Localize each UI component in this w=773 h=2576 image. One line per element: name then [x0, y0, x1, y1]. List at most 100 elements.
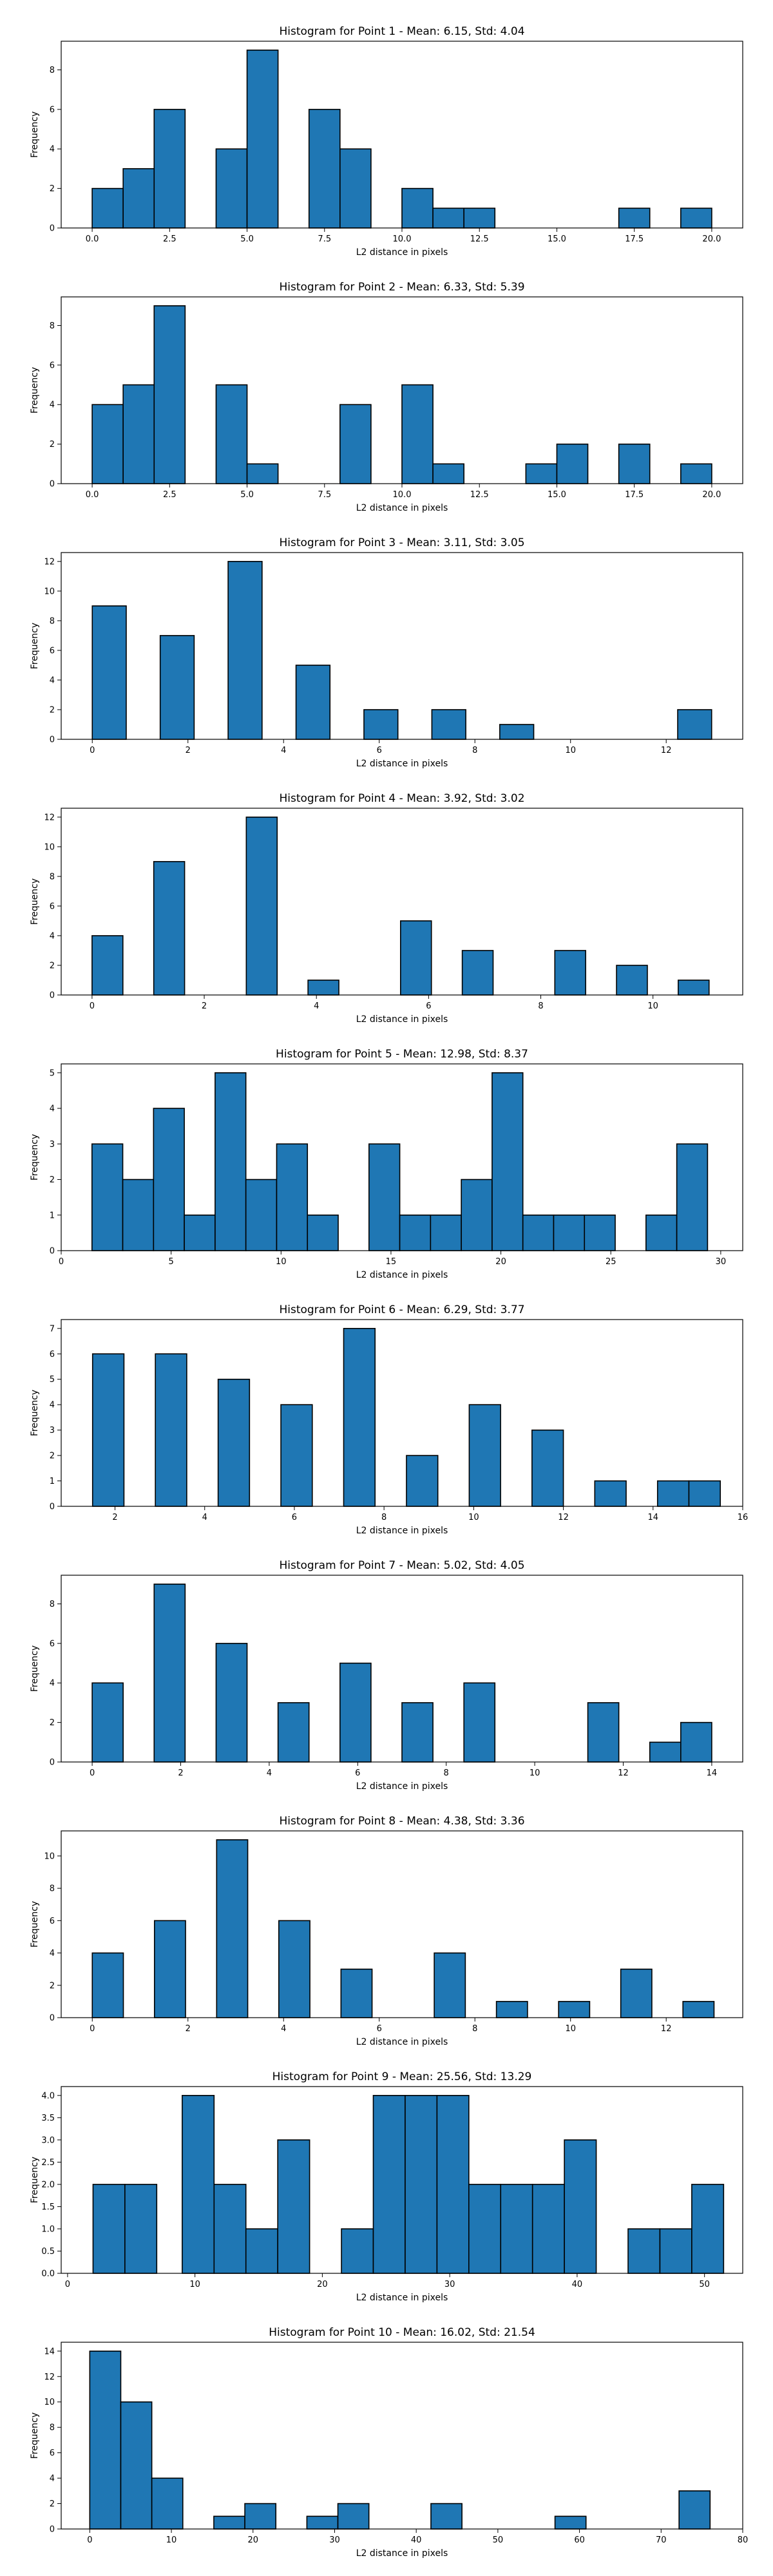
- y-tick-label: 0.5: [41, 2247, 55, 2257]
- y-tick-label: 0: [50, 991, 55, 1001]
- y-tick-label: 4: [50, 1104, 55, 1114]
- histogram-bar: [406, 1455, 439, 1507]
- plot-frame: [61, 2342, 743, 2530]
- histogram-bar: [277, 2139, 310, 2274]
- histogram-bar: [587, 1702, 620, 1763]
- y-tick-label: 4: [50, 2474, 55, 2484]
- histogram-bar: [91, 1353, 125, 1507]
- x-axis-label: L2 distance in pixels: [356, 1270, 448, 1280]
- histogram-bar: [618, 207, 651, 229]
- y-tick-label: 6: [50, 2448, 55, 2458]
- histogram-bar: [401, 1702, 434, 1763]
- histogram-bar: [461, 950, 494, 996]
- histogram-bar: [554, 2515, 587, 2530]
- histogram-panel-10: Histogram for Point 10 - Mean: 16.02, St…: [30, 2326, 748, 2559]
- histogram-bar: [153, 1920, 186, 2018]
- histogram-bar: [680, 463, 712, 484]
- y-tick-label: 4: [50, 931, 55, 941]
- histogram-bar: [246, 50, 279, 229]
- histogram-bar: [153, 1584, 186, 1763]
- x-axis-label: L2 distance in pixels: [356, 1781, 448, 1792]
- y-tick-label: 10: [44, 2398, 55, 2407]
- histogram-bar: [89, 2351, 122, 2530]
- x-tick-label: 8: [472, 746, 477, 755]
- x-tick-label: 0.0: [86, 490, 99, 500]
- x-tick-label: 16: [738, 1513, 749, 1522]
- y-tick-label: 10: [44, 842, 55, 852]
- y-tick-label: 6: [50, 1350, 55, 1359]
- x-tick-label: 6: [426, 1001, 431, 1011]
- histogram-bar: [277, 1702, 310, 1763]
- histogram-bar: [495, 2001, 528, 2018]
- histogram-bar: [159, 635, 195, 740]
- x-tick-label: 0: [90, 1768, 95, 1778]
- y-tick-label: 14: [44, 2347, 55, 2356]
- histogram-bar: [153, 1108, 185, 1251]
- y-tick-label: 0: [50, 2014, 55, 2023]
- histogram-bar: [91, 1143, 124, 1251]
- histogram-bar: [91, 1952, 124, 2018]
- y-tick-label: 1: [50, 1477, 55, 1486]
- histogram-bar: [295, 665, 331, 740]
- y-tick-label: 4.0: [41, 2091, 55, 2101]
- histogram-bar: [153, 861, 186, 996]
- histogram-bar: [151, 2477, 184, 2530]
- histogram-bar: [432, 207, 464, 229]
- histogram-bar: [680, 207, 712, 229]
- plot-frame: [61, 552, 743, 740]
- y-tick-label: 0: [50, 224, 55, 234]
- y-tick-label: 2: [50, 1981, 55, 1991]
- x-tick-label: 5.0: [240, 490, 254, 500]
- histogram-bar: [399, 1214, 432, 1251]
- x-tick-label: 10.0: [393, 234, 412, 244]
- y-tick-label: 8: [50, 1884, 55, 1894]
- x-tick-label: 10: [647, 1001, 658, 1011]
- x-axis-label: L2 distance in pixels: [356, 2037, 448, 2047]
- plot-frame: [61, 1063, 743, 1251]
- histogram-bar: [594, 1480, 627, 1507]
- histogram-bar: [564, 2139, 597, 2274]
- x-tick-label: 0: [90, 1001, 95, 1011]
- histogram-bar: [680, 1721, 712, 1763]
- histogram-bar: [122, 168, 155, 229]
- histogram-bar: [372, 2095, 406, 2274]
- x-tick-label: 50: [699, 2280, 710, 2289]
- y-tick-label: 10: [44, 587, 55, 596]
- histogram-bar: [153, 109, 186, 229]
- histogram-bar: [525, 463, 558, 484]
- x-tick-label: 2.5: [163, 490, 177, 500]
- chart-title: Histogram for Point 7 - Mean: 5.02, Std:…: [279, 1559, 524, 1572]
- x-tick-label: 0: [90, 2024, 95, 2034]
- y-tick-label: 6: [50, 1639, 55, 1649]
- histogram-bar: [245, 817, 278, 996]
- histogram-bar: [463, 1682, 496, 1763]
- x-tick-label: 7.5: [318, 234, 331, 244]
- x-tick-label: 10: [276, 1257, 287, 1267]
- x-axis-label: L2 distance in pixels: [356, 2293, 448, 2303]
- x-axis-label: L2 distance in pixels: [356, 1014, 448, 1025]
- y-tick-label: 6: [50, 361, 55, 370]
- histogram-bar: [91, 404, 124, 484]
- histogram-bar: [307, 980, 339, 996]
- histogram-panel-8: Histogram for Point 8 - Mean: 4.38, Std:…: [30, 1815, 743, 2047]
- x-tick-label: 5.0: [240, 234, 254, 244]
- x-tick-label: 6: [355, 1768, 360, 1778]
- y-tick-label: 4: [50, 145, 55, 155]
- x-tick-label: 17.5: [625, 490, 644, 500]
- histogram-bar: [91, 1682, 124, 1763]
- x-tick-label: 10: [565, 2024, 576, 2034]
- histogram-bar: [155, 1353, 187, 1507]
- x-tick-label: 4: [281, 2024, 286, 2034]
- histogram-bar: [124, 2184, 158, 2274]
- x-tick-label: 25: [606, 1257, 616, 1267]
- y-tick-label: 1: [50, 1211, 55, 1220]
- x-tick-label: 0.0: [86, 234, 99, 244]
- x-axis-label: L2 distance in pixels: [356, 1526, 448, 1536]
- histogram-bar: [245, 1179, 278, 1251]
- histogram-panel-4: Histogram for Point 4 - Mean: 3.92, Std:…: [30, 792, 743, 1025]
- histogram-bar: [430, 1214, 462, 1251]
- histogram-bar: [461, 1179, 493, 1251]
- x-tick-label: 8: [538, 1001, 543, 1011]
- histogram-bar: [400, 920, 432, 996]
- chart-title: Histogram for Point 2 - Mean: 6.33, Std:…: [279, 281, 524, 294]
